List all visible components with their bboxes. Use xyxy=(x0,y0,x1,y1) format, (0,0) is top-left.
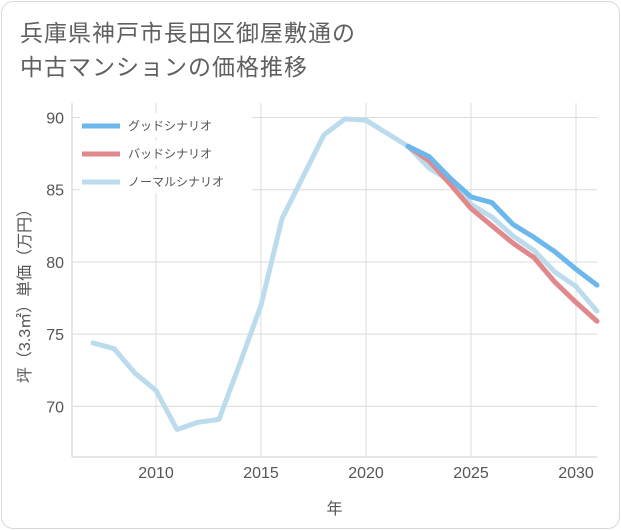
y-tick-label: 70 xyxy=(46,399,64,416)
x-tick-label: 2025 xyxy=(453,465,489,482)
x-tick-label: 2010 xyxy=(138,465,174,482)
y-tick-label: 75 xyxy=(46,327,64,344)
x-tick-label: 2020 xyxy=(348,465,384,482)
x-tick-label: 2015 xyxy=(243,465,279,482)
series-line-1 xyxy=(405,143,600,324)
series-line-2 xyxy=(90,116,600,432)
chart-title-line2: 中古マンションの価格推移 xyxy=(20,54,308,80)
series-lines xyxy=(90,116,600,432)
chart-title: 兵庫県神戸市長田区御屋敷通の 中古マンションの価格推移 xyxy=(20,16,610,84)
legend-label: バッドシナリオ xyxy=(128,147,212,161)
y-tick-label: 90 xyxy=(46,110,64,127)
x-tick-label: 2030 xyxy=(558,465,594,482)
series-line-0 xyxy=(405,143,600,288)
tick-labels: 2010 2015 2020 2025 2030 70 75 80 85 90 xyxy=(46,110,594,482)
legend-label: ノーマルシナリオ xyxy=(128,175,224,189)
chart-title-line1: 兵庫県神戸市長田区御屋敷通の xyxy=(20,20,356,46)
y-tick-label: 80 xyxy=(46,255,64,272)
y-axis-label: 坪（3.3㎡）単価（万円） xyxy=(16,201,34,383)
legend-label: グッドシナリオ xyxy=(128,119,212,133)
y-tick-label: 85 xyxy=(46,183,64,200)
x-axis-label: 年 xyxy=(326,500,342,518)
